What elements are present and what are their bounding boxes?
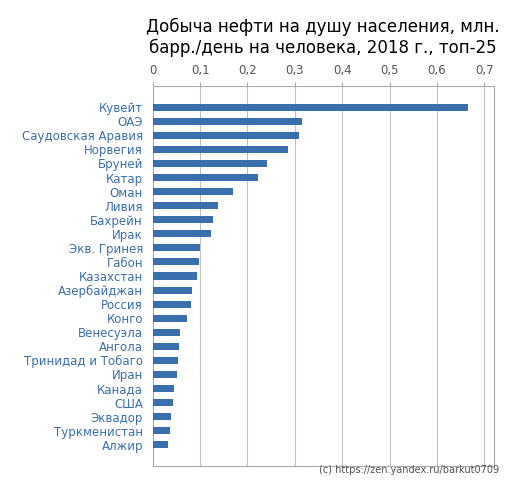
Bar [153, 104, 468, 111]
Bar [153, 441, 168, 448]
Bar [153, 174, 258, 181]
Bar [153, 413, 171, 420]
Bar [153, 371, 177, 378]
Bar [153, 118, 302, 125]
Title: Добыча нефти на душу населения, млн.
барр./день на человека, 2018 г., топ-25: Добыча нефти на душу населения, млн. бар… [147, 18, 500, 57]
Bar [153, 300, 190, 308]
Bar [153, 188, 233, 195]
Bar [153, 244, 200, 252]
Bar [153, 132, 299, 139]
Text: (c) https://zen.yandex.ru/barkut0709: (c) https://zen.yandex.ru/barkut0709 [319, 465, 499, 475]
Bar [153, 216, 213, 223]
Bar [153, 343, 179, 350]
Bar [153, 273, 197, 279]
Bar [153, 399, 173, 406]
Bar [153, 202, 218, 209]
Bar [153, 258, 199, 265]
Bar [153, 315, 187, 322]
Bar [153, 427, 170, 434]
Bar [153, 146, 288, 153]
Bar [153, 357, 178, 364]
Bar [153, 160, 267, 167]
Bar [153, 329, 180, 336]
Bar [153, 287, 191, 294]
Bar [153, 230, 211, 237]
Bar [153, 385, 174, 392]
